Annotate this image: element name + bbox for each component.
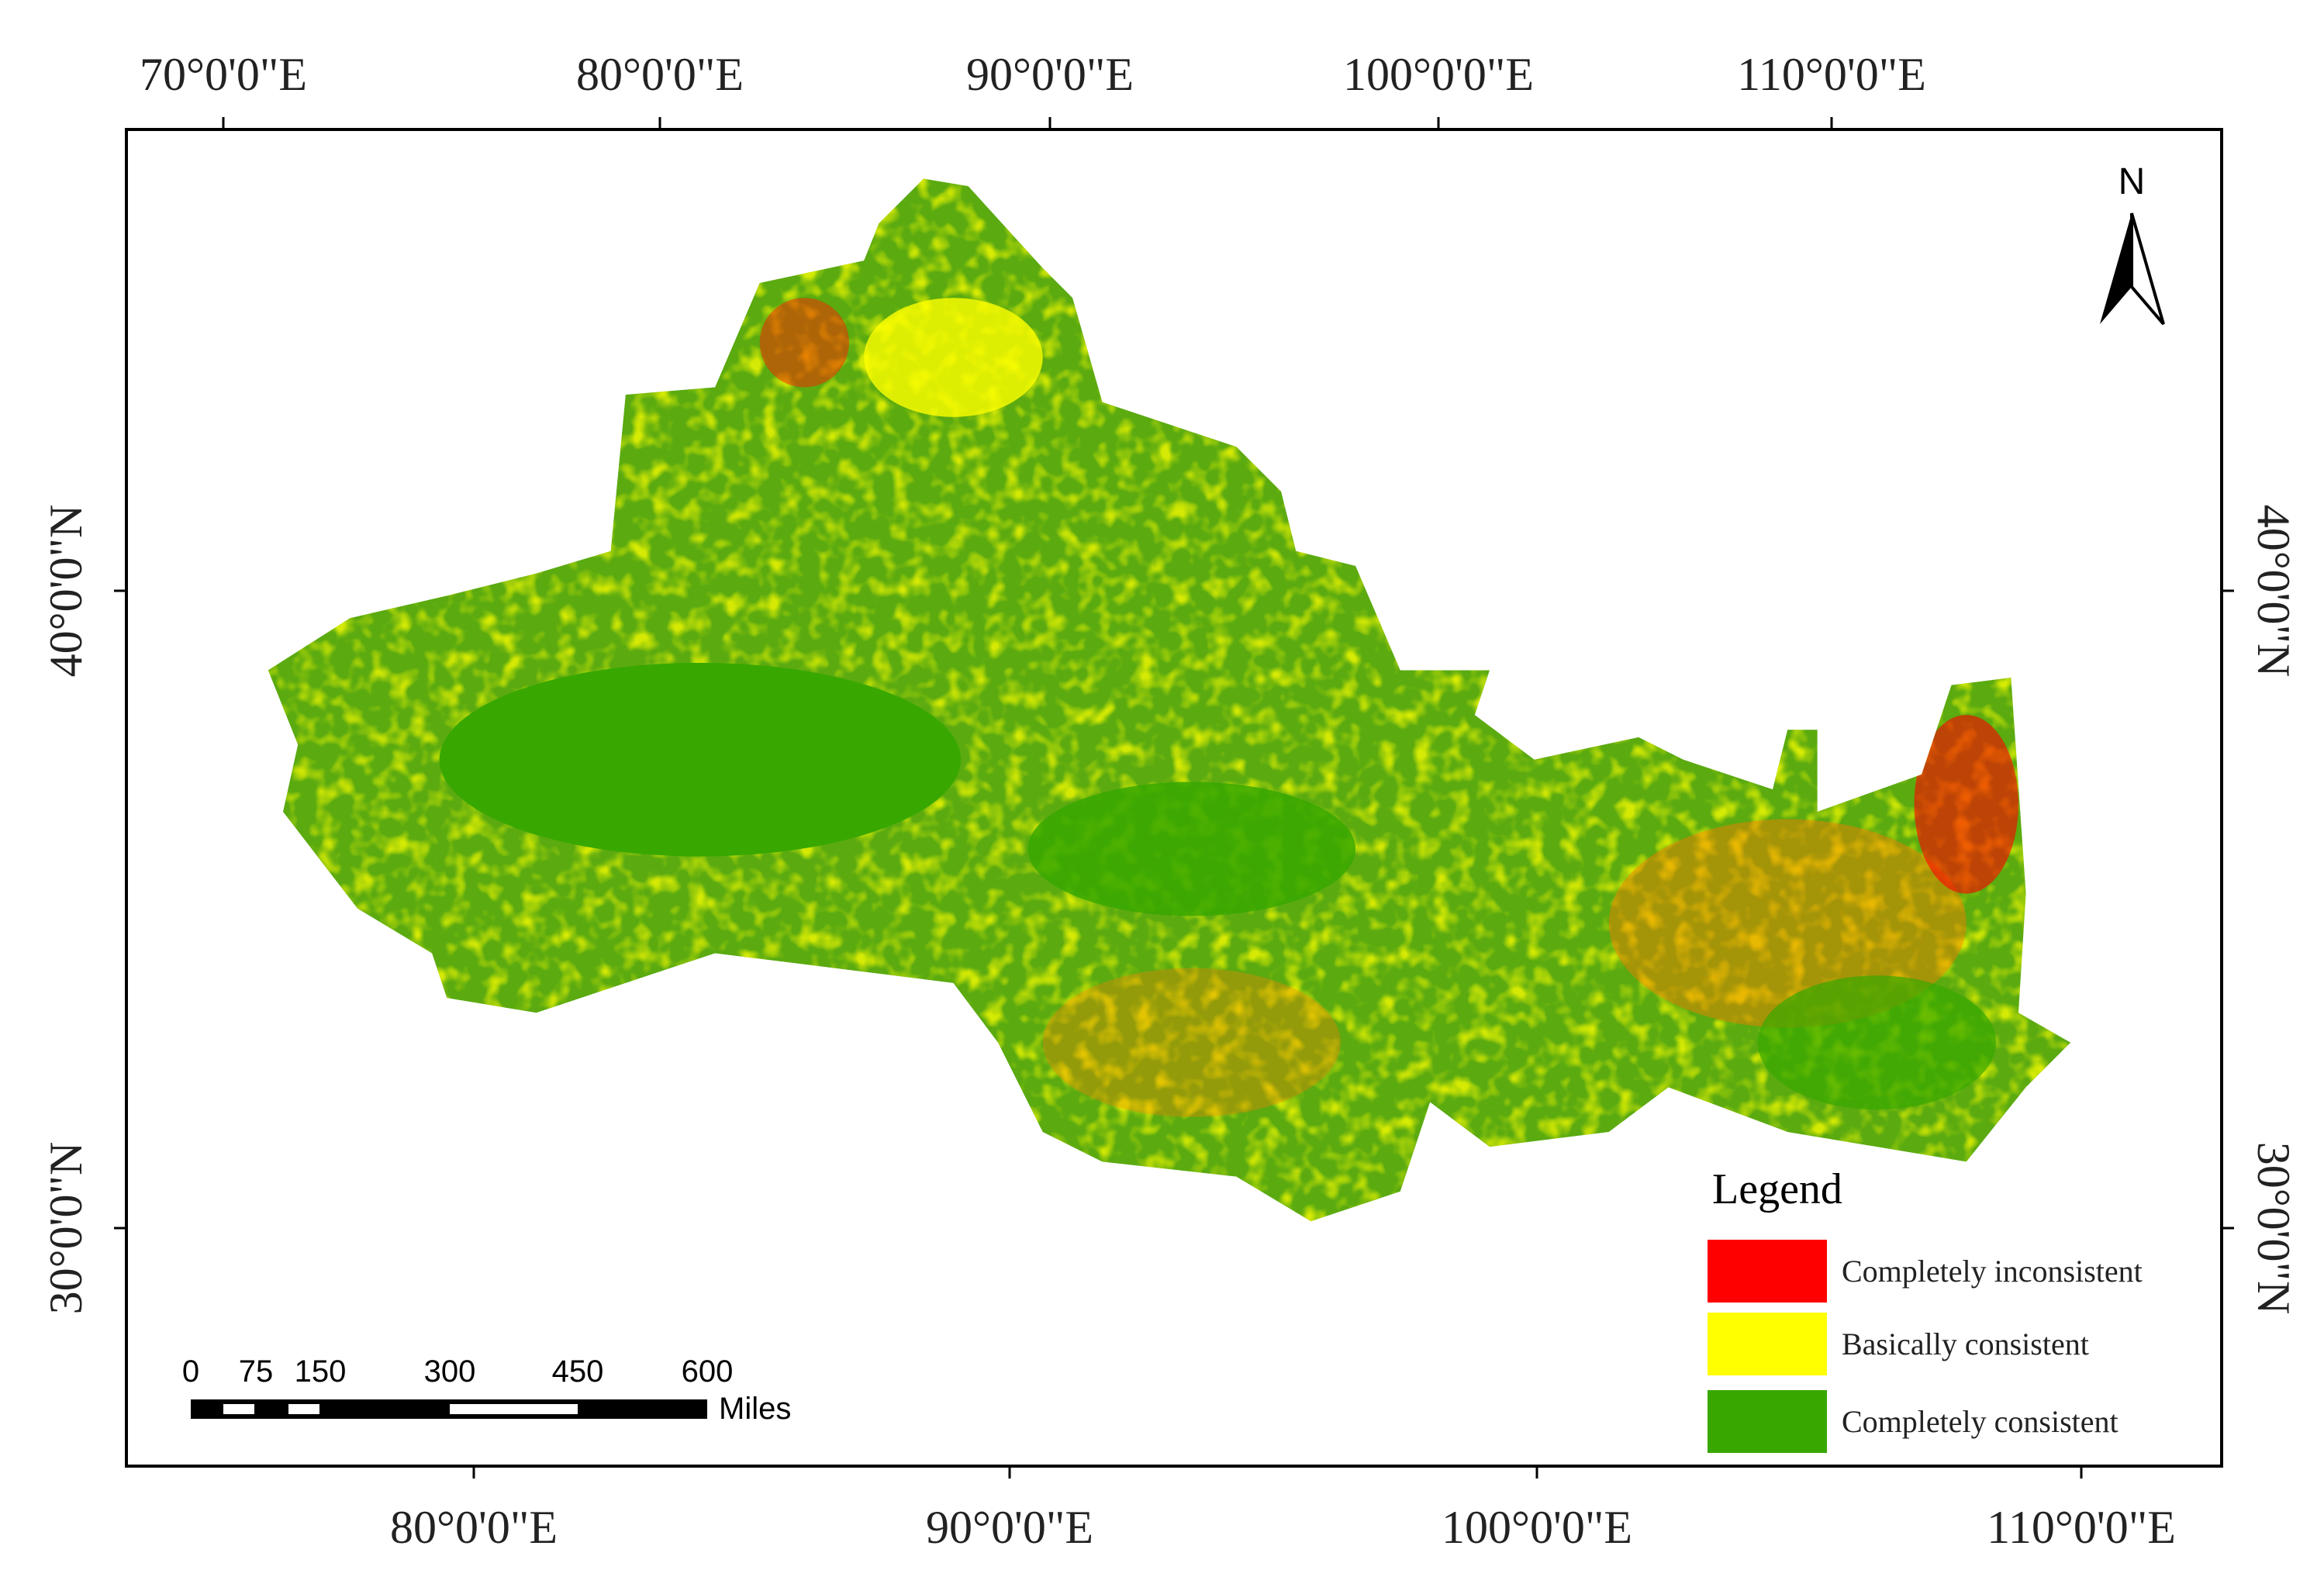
left-coord-label: 30°0'0"N bbox=[40, 1142, 92, 1315]
scale-label: 300 bbox=[424, 1354, 476, 1389]
legend-swatch bbox=[1708, 1390, 1827, 1453]
scale-label: 450 bbox=[552, 1354, 604, 1389]
scale-label: 0 bbox=[182, 1354, 199, 1389]
bottom-coord-label: 90°0'0"E bbox=[926, 1502, 1093, 1553]
top-coord-label: 110°0'0"E bbox=[1737, 49, 1926, 100]
legend-label: Basically consistent bbox=[1842, 1327, 2089, 1361]
top-coord-label: 100°0'0"E bbox=[1343, 49, 1534, 100]
bottom-coord-label: 100°0'0"E bbox=[1442, 1502, 1632, 1553]
legend-label: Completely inconsistent bbox=[1842, 1254, 2143, 1289]
bottom-coord-label: 110°0'0"E bbox=[1987, 1502, 2176, 1553]
scale-bar bbox=[191, 1399, 707, 1419]
north-arrow: N bbox=[2100, 161, 2165, 326]
legend-swatch bbox=[1708, 1313, 1827, 1375]
scale-label: 150 bbox=[295, 1354, 347, 1389]
region-map bbox=[268, 178, 2071, 1222]
scale-unit: Miles bbox=[719, 1392, 791, 1426]
legend-label: Completely consistent bbox=[1842, 1404, 2119, 1439]
right-coord-label: 30°0'0"N bbox=[2248, 1142, 2299, 1315]
top-coord-label: 80°0'0"E bbox=[576, 49, 744, 100]
bottom-coord-label: 80°0'0"E bbox=[390, 1502, 558, 1553]
scale-label: 600 bbox=[682, 1354, 734, 1389]
legend-title: Legend bbox=[1712, 1165, 1842, 1213]
top-coord-label: 70°0'0"E bbox=[140, 49, 307, 100]
map-frame bbox=[125, 128, 2223, 1468]
legend: Legend Completely inconsistent Basically … bbox=[1708, 1165, 2143, 1453]
right-coord-label: 40°0'0"N bbox=[2248, 505, 2299, 678]
north-label: N bbox=[2119, 161, 2146, 202]
left-coord-label: 40°0'0"N bbox=[40, 505, 92, 678]
legend-swatch bbox=[1708, 1240, 1827, 1303]
top-coord-label: 90°0'0"E bbox=[966, 49, 1134, 100]
scale-label: 75 bbox=[239, 1354, 274, 1389]
